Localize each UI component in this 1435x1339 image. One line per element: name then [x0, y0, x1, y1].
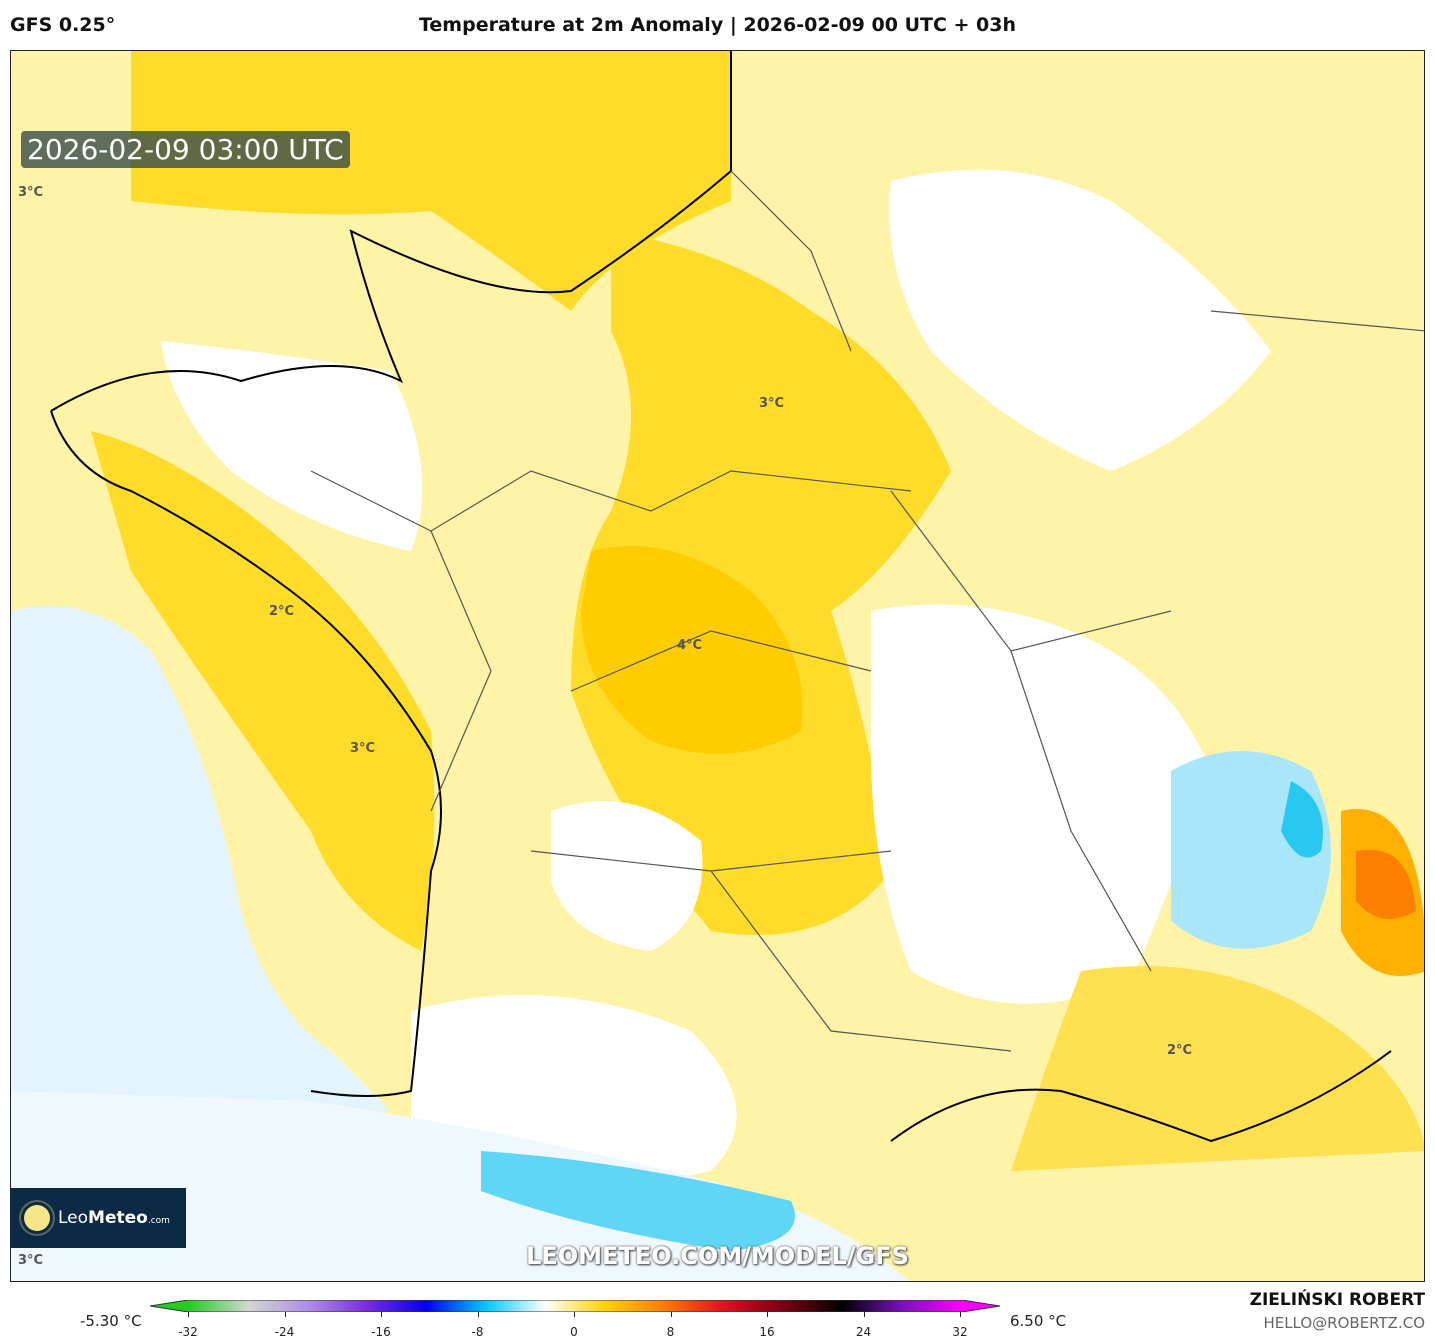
logo-text: .com: [147, 1215, 170, 1226]
colorbar-tick-mark: [960, 1312, 961, 1317]
colorbar-tick-label: 0: [570, 1325, 578, 1339]
colorbar-tick-label: 32: [952, 1325, 968, 1339]
model-name: GFS 0.25°: [10, 14, 116, 36]
region-borders: [310, 170, 1424, 1052]
neutral-northeast: [889, 169, 1271, 471]
warm-core-italy: [1356, 849, 1416, 919]
warm-core-center: [581, 546, 803, 754]
contour-label: 2°C: [1167, 1043, 1193, 1058]
neutral-east: [871, 604, 1211, 1004]
warm-southeast: [1011, 966, 1424, 1171]
colorbar-tick-label: -16: [371, 1325, 391, 1339]
colorbar-gradient: [150, 1300, 1000, 1312]
anomaly-map: 2026-02-09 03:00 UTC 3°C 3°C 4°C 2°C 3°C…: [10, 50, 1425, 1282]
sun-icon: [24, 1205, 50, 1231]
warm-zone-west: [91, 431, 435, 951]
valid-time-stamp: 2026-02-09 03:00 UTC: [21, 131, 350, 168]
contour-label: 3°C: [759, 396, 785, 411]
colorbar-tick-label: -32: [178, 1325, 198, 1339]
colorbar-tick-mark: [670, 1312, 672, 1317]
chart-title: Temperature at 2m Anomaly | 2026-02-09 0…: [418, 14, 1017, 36]
author-name: ZIELIŃSKI ROBERT: [1249, 1290, 1425, 1310]
colorbar-tick-label: 8: [666, 1325, 675, 1339]
colorbar-tick-label: -8: [471, 1325, 484, 1339]
colorbar-tick-label: -24: [274, 1325, 295, 1339]
neutral-brittany: [161, 341, 423, 551]
colorbar-tick-mark: [863, 1312, 865, 1317]
colorbar-tick-mark: [477, 1312, 479, 1317]
warm-zone-center: [571, 231, 951, 935]
warm-zone-north: [131, 51, 731, 311]
map-field: [11, 51, 1424, 1281]
contour-label: 3°C: [18, 185, 44, 200]
colorbar-tick-mark: [574, 1312, 575, 1317]
cold-core-pyrenees: [481, 1151, 795, 1251]
neutral-southwest: [551, 801, 703, 951]
logo-text: Meteo: [88, 1208, 148, 1228]
logo-text: Leo: [58, 1208, 89, 1228]
colorbar: [150, 1300, 1000, 1312]
cold-core-alps: [1281, 781, 1323, 858]
contour-label: 2°C: [269, 604, 295, 619]
colorbar-tick-mark: [284, 1312, 286, 1317]
colorbar-tick-mark: [381, 1312, 382, 1317]
colorbar-min-label: -5.30 °C: [80, 1312, 142, 1330]
leometeo-logo: Leo Meteo .com: [10, 1188, 186, 1248]
colorbar-tick-mark: [767, 1312, 768, 1317]
contour-label: 3°C: [18, 1253, 44, 1268]
colorbar-max-label: 6.50 °C: [1010, 1312, 1067, 1330]
colorbar-tick-label: 16: [759, 1325, 775, 1339]
colorbar-tick-mark: [188, 1312, 189, 1317]
contour-label: 4°C: [677, 638, 703, 653]
contour-label: 3°C: [350, 741, 376, 756]
author-email: HELLO@ROBERTZ.CO: [1263, 1314, 1425, 1332]
cold-ocean-area: [11, 606, 391, 1121]
watermark: LEOMETEO.COM/MODEL/GFS: [526, 1242, 909, 1270]
coastline: [50, 51, 1392, 1143]
colorbar-tick-label: 24: [855, 1325, 872, 1339]
